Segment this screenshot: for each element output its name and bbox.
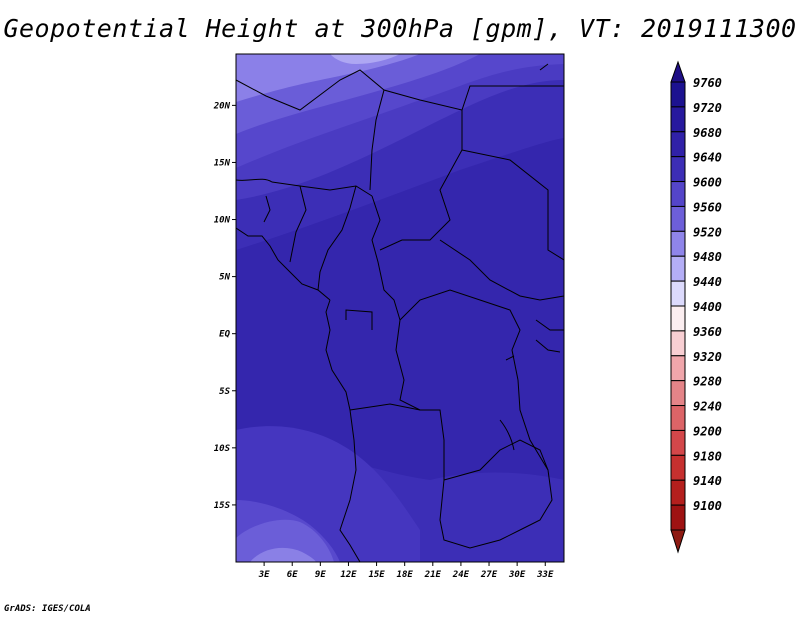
- colorbar-label: 9760: [693, 76, 722, 90]
- colorbar-swatch: [670, 181, 686, 207]
- colorbar-swatch: [670, 131, 686, 158]
- colorbar-label: 9640: [693, 151, 722, 165]
- colorbar-label: 9440: [693, 275, 722, 289]
- colorbar-label: 9240: [693, 400, 722, 414]
- colorbar-swatch: [670, 106, 686, 133]
- colorbar-swatch: [670, 156, 686, 183]
- lat-tick-label: EQ: [219, 330, 230, 340]
- colorbar-label: 9680: [693, 126, 722, 140]
- lon-tick-label: 9E: [315, 570, 326, 580]
- lon-tick-label: 27E: [480, 570, 498, 580]
- colorbar-label: 9200: [693, 424, 722, 438]
- colorbar-swatch: [670, 330, 686, 357]
- colorbar-swatch: [670, 280, 686, 307]
- colorbar-swatch: [670, 380, 686, 407]
- map-frame: [235, 53, 565, 563]
- lon-tick-label: 12E: [340, 570, 357, 580]
- page-title: Geopotential Height at 300hPa [gpm], VT:…: [3, 14, 797, 43]
- colorbar-swatch: [670, 429, 686, 456]
- lat-tick-label: 15N: [214, 158, 231, 168]
- lon-tick-label: 6E: [287, 570, 298, 580]
- lat-tick-label: 5N: [219, 273, 230, 283]
- contour-band-9480: [330, 54, 400, 64]
- contour-band-south-9480: [250, 547, 316, 562]
- lon-tick-label: 30E: [508, 570, 526, 580]
- lon-tick-label: 33E: [536, 570, 554, 580]
- lon-tick-label: 15E: [368, 570, 385, 580]
- contour-band-9520: [236, 54, 420, 102]
- lon-tick-label: 24E: [452, 570, 470, 580]
- colorbar-label: 9600: [693, 176, 722, 190]
- height-field: [236, 54, 564, 562]
- colorbar-label: 9280: [693, 375, 722, 389]
- colorbar-swatch: [670, 255, 686, 282]
- colorbar-swatch: [670, 454, 686, 481]
- colorbar-swatch: [670, 504, 686, 531]
- colorbar-label: 9140: [693, 474, 722, 488]
- lon-tick-label: 18E: [397, 570, 414, 580]
- lat-tick-label: 10N: [214, 216, 231, 226]
- lat-tick-label: 20N: [213, 101, 231, 111]
- latitude-axis: 20N 15N 10N 5N EQ 5S 10S 15S: [213, 101, 236, 511]
- colorbar-bottom-arrow: [670, 529, 686, 554]
- colorbar-top-arrow: [670, 60, 686, 83]
- colorbar-swatch: [670, 205, 686, 232]
- colorbar-swatch: [670, 305, 686, 332]
- colorbar-label: 9360: [693, 325, 722, 339]
- colorbar-swatch: [670, 81, 686, 108]
- lat-tick-label: 15S: [214, 501, 231, 511]
- lon-tick-label: 21E: [424, 570, 442, 580]
- colorbar-label: 9100: [693, 499, 722, 513]
- colorbar-label: 9520: [693, 225, 722, 239]
- colorbar-label: 9480: [693, 250, 722, 264]
- colorbar-swatch: [670, 355, 686, 382]
- lon-tick-label: 3E: [258, 570, 270, 580]
- contour-band-south-9520: [236, 519, 334, 562]
- colorbar-swatch: [670, 230, 686, 257]
- colorbar-label: 9180: [693, 449, 722, 463]
- colorbar-label: 9400: [693, 300, 722, 314]
- grads-credit: GrADS: IGES/COLA: [4, 604, 91, 614]
- colorbar-swatch: [670, 405, 686, 431]
- colorbar-swatch: [670, 479, 686, 506]
- map-boundaries: [236, 63, 564, 562]
- contour-band-9680: [236, 138, 564, 480]
- longitude-axis: 3E 6E 9E 12E 15E 18E 21E 24E 27E 30E 33E: [258, 562, 554, 580]
- colorbar-label: 9320: [693, 350, 722, 364]
- colorbar-label: 9720: [693, 101, 722, 115]
- colorbar: 9760 9720 9680 9640 9600 9560 9520 9480 9440 9400…: [670, 60, 722, 554]
- lat-tick-label: 10S: [214, 444, 231, 454]
- lat-tick-label: 5S: [219, 387, 230, 397]
- colorbar-label: 9560: [693, 200, 722, 214]
